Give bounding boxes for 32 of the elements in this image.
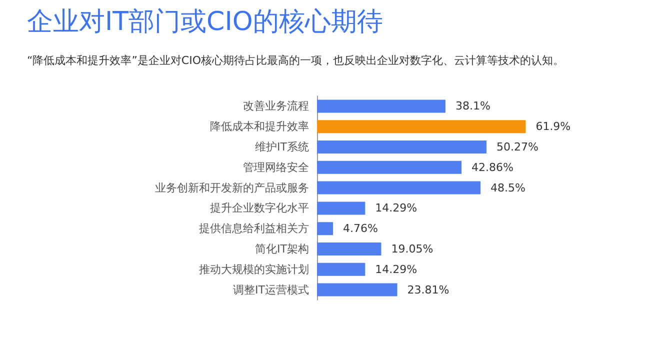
bar [317, 160, 462, 174]
bar [317, 100, 446, 113]
bar [317, 262, 366, 276]
data-label: 23.81% [407, 283, 450, 296]
bar [317, 242, 382, 256]
data-label: 42.86% [472, 160, 514, 174]
y-tick-label: 降低成本和提升效率 [210, 120, 309, 134]
bar [317, 181, 481, 194]
y-tick-label: 推动大规模的实施计划 [199, 262, 309, 276]
y-tick-label: 简化IT架构 [255, 242, 309, 256]
data-label: 50.27% [496, 140, 538, 154]
y-tick-label: 管理网络安全 [243, 160, 309, 174]
bar [317, 140, 486, 154]
chart-title: 企业对IT部门或CIO的核心期待 [27, 7, 383, 37]
y-tick-label: 业务创新和开发新的产品或服务 [155, 181, 309, 194]
data-label: 38.1% [455, 100, 490, 113]
bar [317, 222, 334, 236]
data-label: 19.05% [391, 242, 434, 256]
bar [317, 202, 366, 215]
chart-subtitle: “降低成本和提升效率”是企业对CIO核心期待占比最高的一项，也反映出企业对数字化、云计算等技术的认知。 [27, 54, 564, 67]
y-tick-label: 提升企业数字化水平 [210, 202, 309, 215]
bar [317, 283, 398, 296]
data-label: 14.29% [375, 202, 418, 215]
y-tick-label: 改善业务流程 [243, 100, 309, 113]
bar [317, 120, 526, 134]
data-label: 61.9% [536, 120, 571, 134]
data-label: 14.29% [375, 262, 418, 276]
y-tick-label: 维护IT系统 [255, 140, 309, 154]
data-label: 4.76% [343, 222, 378, 236]
y-tick-label: 调整IT运营模式 [233, 283, 309, 296]
y-tick-label: 提供信息给利益相关方 [199, 222, 309, 236]
data-label: 48.5% [490, 181, 526, 194]
